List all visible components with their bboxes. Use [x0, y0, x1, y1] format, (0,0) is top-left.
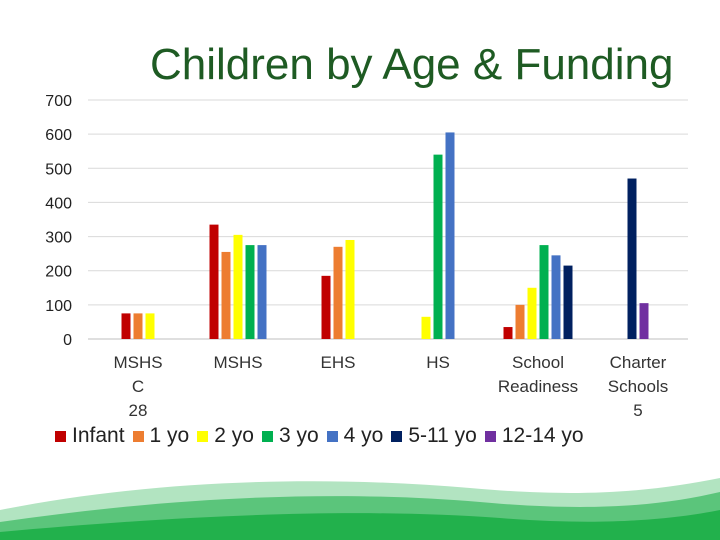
- bar-2-yo: [421, 316, 431, 339]
- legend-item: 12-14 yo: [484, 424, 584, 448]
- bar-2-yo: [145, 313, 155, 339]
- y-tick-label: 600: [45, 127, 72, 144]
- legend-label: 12-14 yo: [501, 424, 584, 447]
- bar-4-yo: [257, 245, 267, 339]
- category-label: Readiness: [498, 377, 578, 396]
- bar-3-yo: [245, 245, 255, 339]
- category-label: School: [512, 353, 564, 372]
- bar-4-yo: [551, 255, 561, 339]
- legend-label: Infant: [72, 424, 125, 447]
- category-label: MSHS: [113, 353, 162, 372]
- legend-item: 1 yo: [132, 424, 190, 448]
- bar-chart: 0 100 200 300 400 500 600 700 MSHS C 28 MSHS EHS HS S…: [45, 93, 688, 420]
- bar-5-11-yo: [563, 265, 573, 339]
- bar-2-yo: [345, 239, 355, 339]
- y-tick-label: 700: [45, 93, 72, 110]
- wave-band-front: [0, 510, 720, 540]
- legend-swatch: [132, 430, 144, 442]
- bar-1-yo: [221, 251, 231, 339]
- category-label: 5: [633, 401, 642, 420]
- y-tick-label: 200: [45, 264, 72, 281]
- legend-swatch: [197, 430, 209, 442]
- gridlines: [88, 99, 688, 340]
- category-label: 28: [129, 401, 148, 420]
- category-label: MSHS: [213, 353, 262, 372]
- legend-swatch: [391, 430, 403, 442]
- legend-swatch: [261, 430, 273, 442]
- legend-label: 3 yo: [278, 424, 319, 447]
- bar-5-11-yo: [627, 178, 637, 339]
- y-axis-ticks: 0 100 200 300 400 500 600 700: [45, 93, 72, 349]
- bar-2-yo: [233, 234, 243, 339]
- bar-infant: [321, 275, 331, 339]
- y-tick-label: 500: [45, 161, 72, 178]
- category-label: HS: [426, 353, 450, 372]
- y-tick-label: 300: [45, 230, 72, 247]
- legend-swatch: [55, 430, 66, 442]
- y-tick-label: 400: [45, 195, 72, 212]
- category-label: Charter: [610, 353, 667, 372]
- bar-3-yo: [539, 245, 549, 339]
- legend-item: 3 yo: [261, 424, 319, 448]
- bar-1-yo: [515, 304, 525, 339]
- chart-title: Children by Age & Funding: [150, 40, 674, 89]
- bar-1-yo: [133, 313, 143, 339]
- legend-item: 5-11 yo: [391, 424, 477, 448]
- category-label: Schools: [608, 377, 668, 396]
- x-axis-categories: MSHS C 28 MSHS EHS HS School Readiness Charter Sc…: [113, 353, 668, 420]
- legend: Infant 1 yo 2 yo 3 yo 4 yo 5-11 yo 12-14 yo: [55, 424, 592, 448]
- legend-item: 4 yo: [326, 424, 384, 448]
- legend-swatch: [326, 430, 338, 442]
- footer-wave-decoration: [0, 478, 720, 540]
- bars: [121, 132, 649, 339]
- category-label: EHS: [321, 353, 356, 372]
- category-label: C: [132, 377, 144, 396]
- legend-label: 4 yo: [343, 424, 384, 447]
- bar-1-yo: [333, 246, 343, 339]
- bar-infant: [503, 327, 513, 339]
- bar-2-yo: [527, 287, 537, 339]
- bar-12-14-yo: [639, 303, 649, 339]
- bar-infant: [209, 224, 219, 339]
- y-tick-label: 100: [45, 298, 72, 315]
- bar-infant: [121, 313, 131, 339]
- legend-swatch: [484, 430, 496, 442]
- legend-label: 5-11 yo: [408, 424, 477, 447]
- legend-item: Infant: [55, 424, 125, 448]
- legend-label: 1 yo: [149, 424, 190, 447]
- legend-label: 2 yo: [214, 424, 254, 447]
- legend-item: 2 yo: [197, 424, 254, 448]
- bar-4-yo: [445, 132, 455, 339]
- y-tick-label: 0: [63, 332, 72, 349]
- bar-3-yo: [433, 154, 443, 339]
